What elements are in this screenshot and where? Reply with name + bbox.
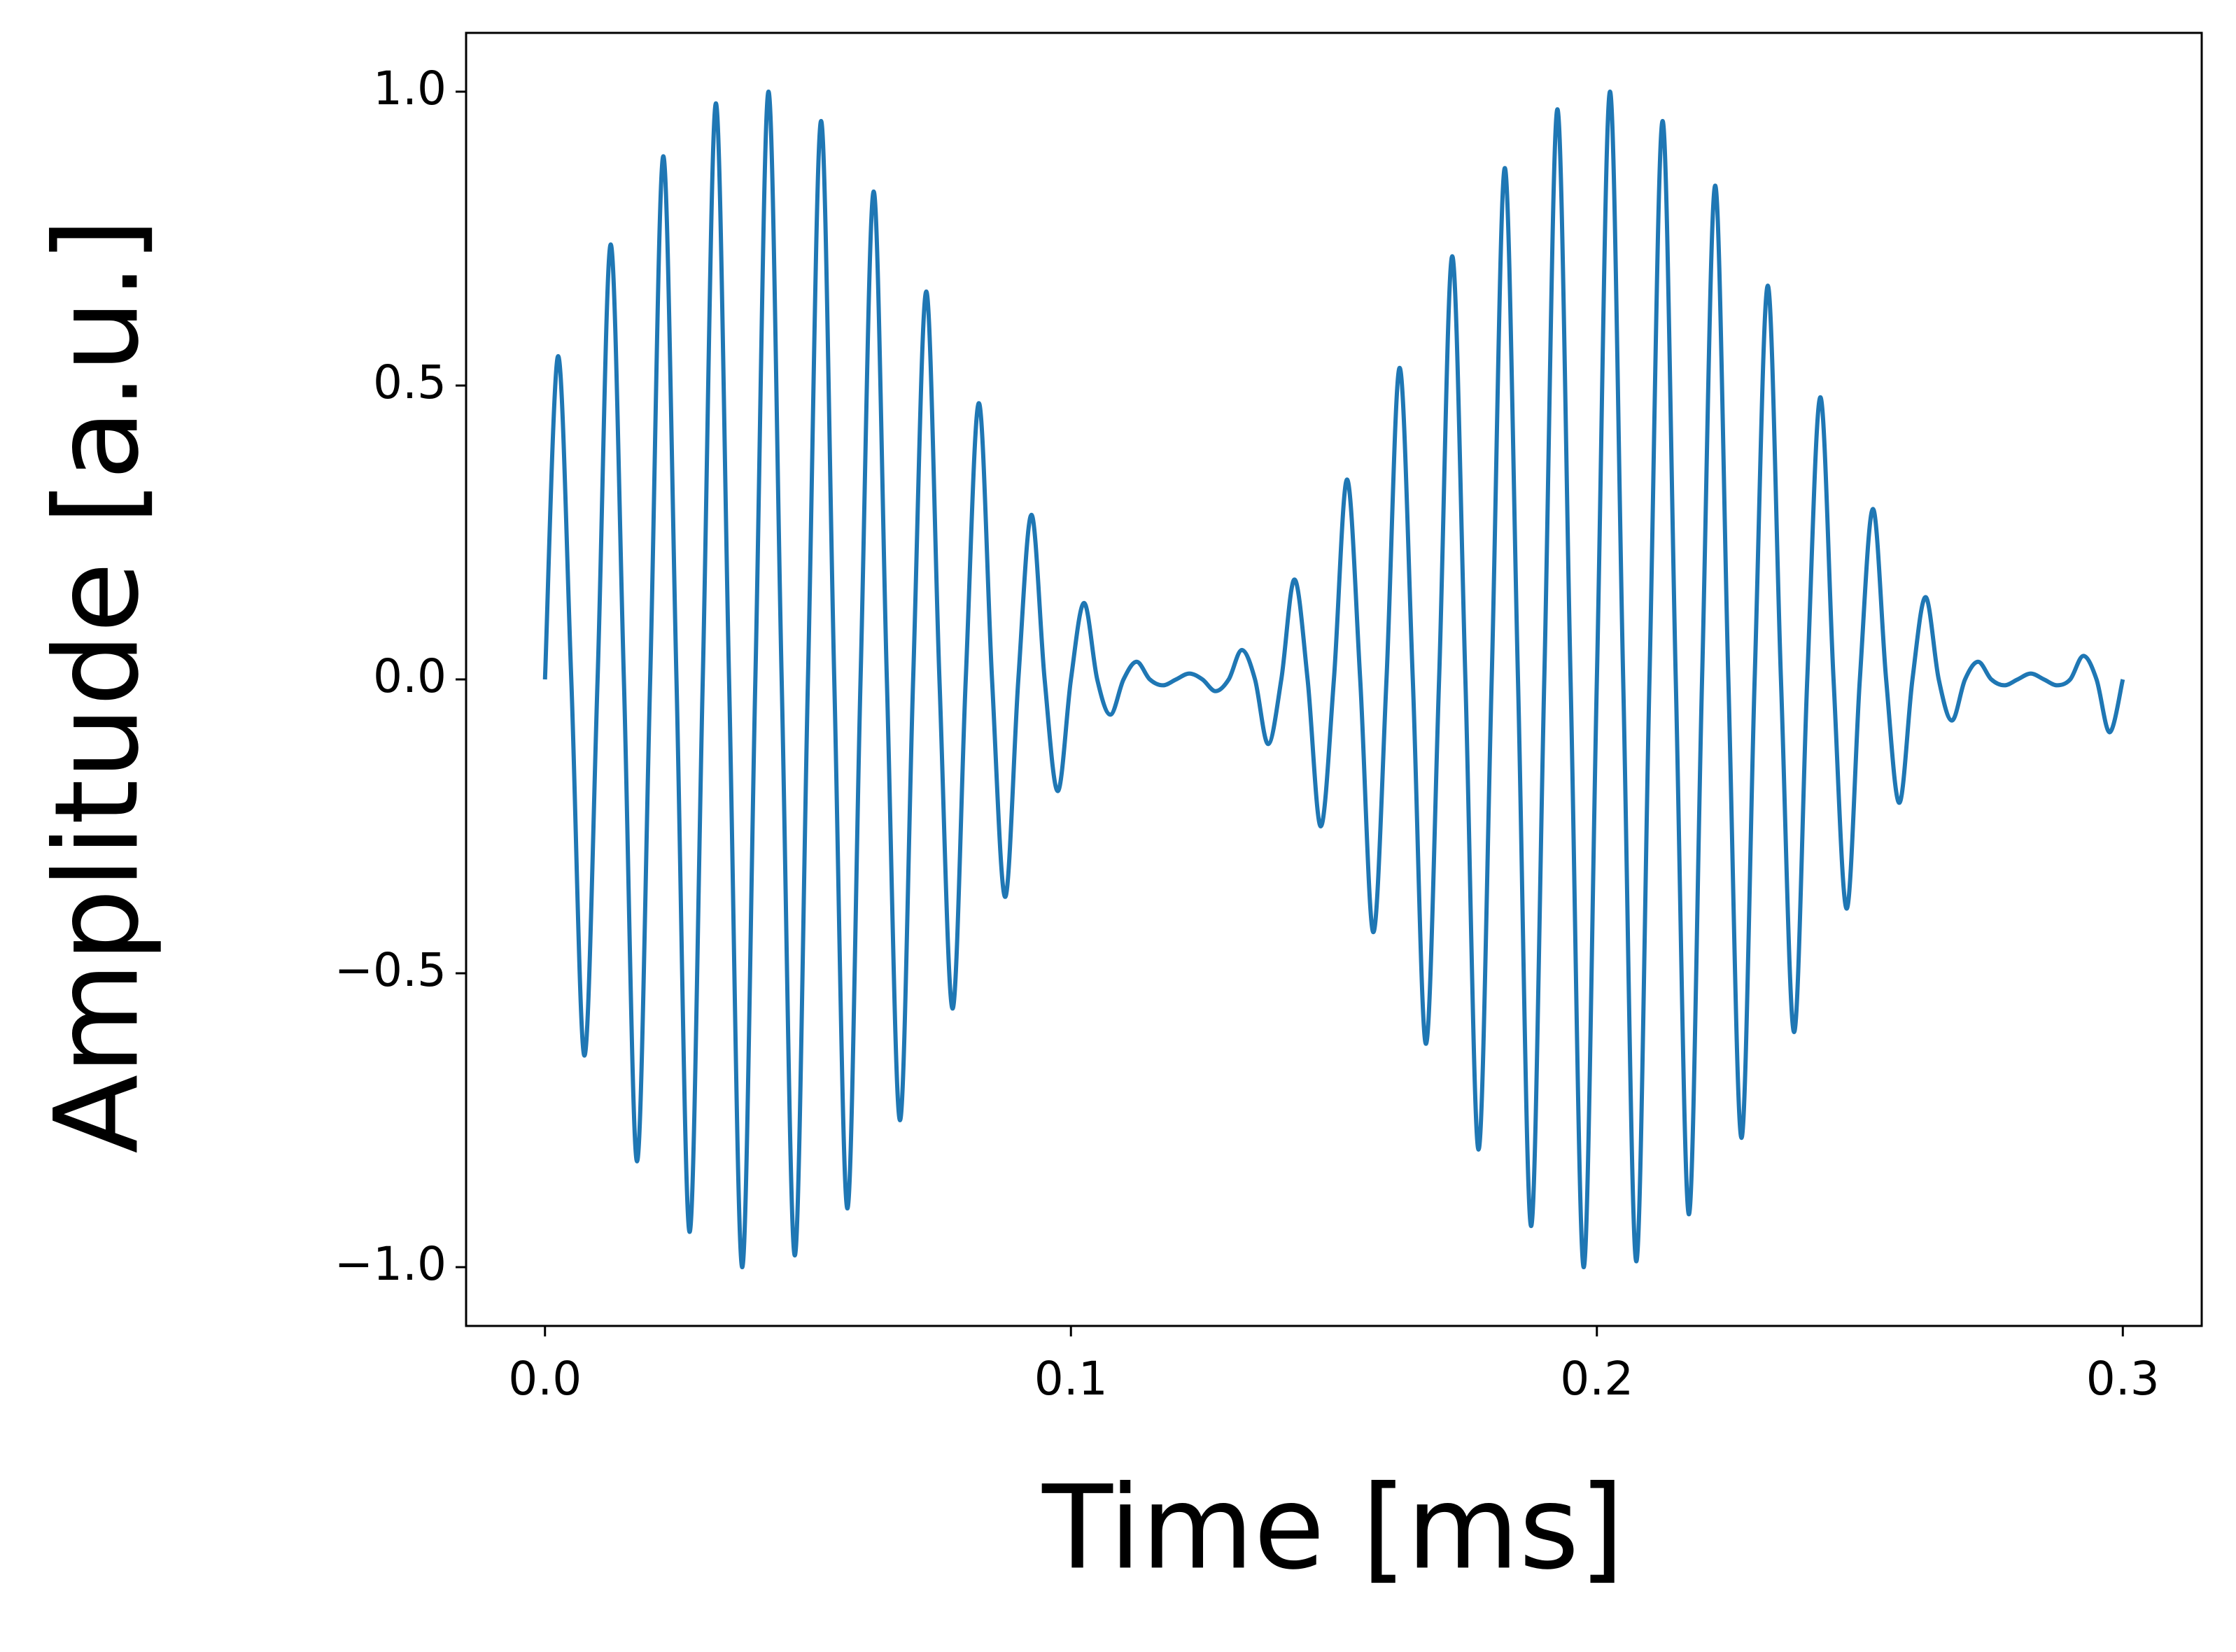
y-tick-label: 0.5 (373, 355, 447, 409)
y-tick-label: 0.0 (373, 649, 447, 703)
y-tick-label: −0.5 (335, 943, 447, 997)
x-tick-label: 0.2 (1560, 1352, 1633, 1406)
y-tick-label: 1.0 (373, 62, 447, 115)
x-tick-label: 0.3 (2086, 1352, 2160, 1406)
x-tick-label: 0.0 (508, 1352, 582, 1406)
x-axis-label: Time [ms] (1041, 1460, 1624, 1595)
x-tick-label: 0.1 (1034, 1352, 1108, 1406)
y-tick-label: −1.0 (335, 1237, 447, 1291)
y-axis-label: Amplitude [a.u.] (29, 218, 164, 1153)
line-series (542, 90, 2125, 1269)
plot-frame (465, 31, 2203, 1327)
